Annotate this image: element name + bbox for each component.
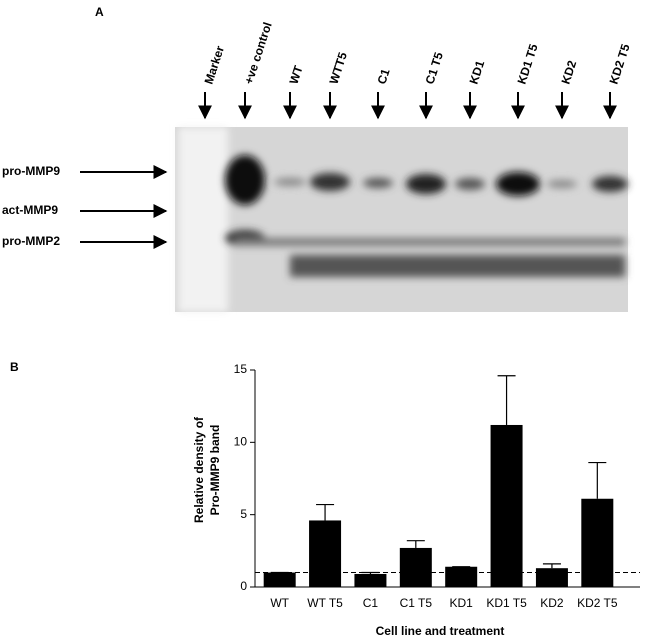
x-axis-title: Cell line and treatment <box>376 624 505 638</box>
lane-label: C1 T5 <box>423 50 447 86</box>
panel-label: A <box>95 5 104 19</box>
band-label: pro-MMP9 <box>2 164 60 178</box>
x-tick-label: KD2 T5 <box>577 596 618 610</box>
gel-image <box>175 127 628 312</box>
y-tick-label: 0 <box>240 579 247 593</box>
lane-label: +ve control <box>242 20 275 86</box>
x-tick-label: C1 T5 <box>400 596 433 610</box>
bar <box>581 498 614 587</box>
y-axis-title: Relative density of <box>192 416 206 523</box>
gel-background <box>175 127 628 312</box>
band-label: act-MMP9 <box>2 203 58 217</box>
lane-label: WT <box>287 63 306 86</box>
y-tick-label: 5 <box>240 507 247 521</box>
lane-label: KD2 <box>559 58 580 85</box>
lane-label: WTT5 <box>327 50 351 86</box>
gel-bands <box>225 155 628 277</box>
x-tick-label: WT T5 <box>307 596 343 610</box>
x-tick-label: KD1 T5 <box>486 596 527 610</box>
panel-label: B <box>10 360 19 374</box>
x-tick-label: KD1 <box>450 596 474 610</box>
x-tick-label: KD2 <box>540 596 564 610</box>
bar <box>354 573 387 587</box>
bar <box>399 547 432 587</box>
bar <box>309 520 342 587</box>
lane-label: KD1 T5 <box>515 42 541 86</box>
bar <box>263 572 296 587</box>
x-tick-label: C1 <box>363 596 379 610</box>
band-label: pro-MMP2 <box>2 234 60 248</box>
x-tick-label: WT <box>270 596 289 610</box>
bar <box>535 568 568 587</box>
y-axis-title: Pro-MMP9 band <box>208 425 222 516</box>
lane-label: Marker <box>202 44 228 86</box>
lane-label: C1 <box>375 67 393 86</box>
bar <box>445 566 478 587</box>
marker-lane <box>178 127 228 312</box>
bar <box>490 424 523 587</box>
y-tick-label: 15 <box>234 362 248 376</box>
y-tick-label: 10 <box>234 435 248 449</box>
lane-label: KD2 T5 <box>607 42 633 86</box>
lane-label: KD1 <box>467 58 488 85</box>
